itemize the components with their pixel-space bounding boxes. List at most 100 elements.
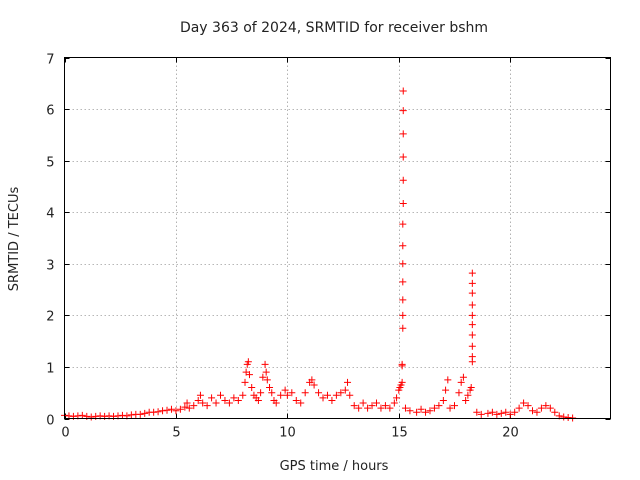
data-point bbox=[529, 407, 536, 415]
data-point bbox=[442, 386, 450, 394]
data-point bbox=[468, 269, 476, 277]
data-point bbox=[350, 402, 358, 410]
data-point bbox=[261, 360, 269, 368]
data-point bbox=[462, 396, 470, 404]
data-point bbox=[136, 410, 144, 418]
data-point bbox=[399, 242, 407, 250]
data-point bbox=[337, 389, 345, 397]
data-point bbox=[159, 407, 167, 415]
data-point bbox=[328, 396, 336, 404]
y-tick-label: 5 bbox=[46, 156, 54, 171]
data-point bbox=[468, 321, 476, 329]
data-point bbox=[199, 399, 207, 407]
data-point bbox=[127, 411, 135, 419]
data-point bbox=[399, 311, 407, 319]
data-point bbox=[524, 402, 532, 410]
data-point bbox=[297, 399, 305, 407]
data-point bbox=[468, 342, 476, 350]
data-point bbox=[444, 376, 452, 384]
data-point bbox=[399, 87, 407, 95]
data-point bbox=[203, 402, 211, 410]
y-tick-label: 1 bbox=[46, 362, 54, 377]
data-point bbox=[511, 408, 519, 416]
data-point bbox=[377, 404, 385, 412]
data-point bbox=[459, 373, 467, 381]
data-point bbox=[141, 409, 149, 417]
data-point bbox=[281, 386, 289, 394]
data-point bbox=[221, 396, 229, 404]
data-point bbox=[364, 404, 372, 412]
data-point bbox=[398, 378, 406, 386]
data-point bbox=[248, 384, 256, 392]
data-point bbox=[399, 153, 407, 161]
data-point bbox=[341, 386, 349, 394]
data-point bbox=[393, 394, 401, 402]
data-point bbox=[464, 391, 472, 399]
data-point bbox=[225, 399, 233, 407]
x-tick-label: 20 bbox=[502, 426, 519, 441]
data-point bbox=[257, 389, 265, 397]
data-point bbox=[241, 378, 249, 386]
y-tick-label: 7 bbox=[46, 53, 54, 68]
data-point bbox=[390, 399, 398, 407]
data-point bbox=[245, 371, 253, 379]
data-point bbox=[542, 402, 550, 410]
data-point bbox=[560, 413, 568, 421]
data-point bbox=[417, 405, 425, 413]
plot-frame bbox=[64, 57, 611, 419]
data-point bbox=[163, 406, 171, 414]
data-point bbox=[426, 407, 434, 415]
data-point bbox=[457, 378, 465, 386]
x-tick-label: 5 bbox=[172, 426, 180, 441]
grid-lines bbox=[64, 57, 611, 419]
data-point bbox=[176, 405, 184, 413]
data-point bbox=[488, 408, 496, 416]
data-point bbox=[259, 373, 267, 381]
data-point bbox=[546, 404, 554, 412]
data-point bbox=[373, 399, 380, 407]
data-point bbox=[401, 404, 409, 412]
data-point bbox=[468, 331, 476, 339]
data-point bbox=[332, 391, 340, 399]
data-point bbox=[150, 408, 158, 416]
data-point bbox=[344, 378, 352, 386]
data-point bbox=[399, 107, 407, 115]
data-point bbox=[277, 391, 285, 399]
data-point bbox=[78, 411, 86, 419]
data-point bbox=[398, 360, 406, 368]
chart-title: Day 363 of 2024, SRMTID for receiver bsh… bbox=[180, 20, 488, 36]
x-tick-label: 0 bbox=[61, 426, 69, 441]
data-point bbox=[288, 389, 296, 397]
data-point bbox=[399, 324, 407, 332]
data-point bbox=[506, 410, 514, 418]
data-point bbox=[346, 391, 354, 399]
data-point bbox=[468, 353, 476, 361]
data-point bbox=[484, 409, 492, 417]
data-point bbox=[468, 311, 476, 319]
data-point bbox=[355, 404, 363, 412]
x-tick-label: 15 bbox=[391, 426, 408, 441]
data-point bbox=[272, 399, 280, 407]
data-point bbox=[263, 376, 271, 384]
data-point bbox=[422, 408, 430, 416]
data-point bbox=[230, 394, 238, 402]
data-point bbox=[439, 396, 447, 404]
data-point bbox=[194, 396, 202, 404]
data-point bbox=[172, 407, 180, 415]
data-point bbox=[451, 402, 458, 410]
data-point bbox=[399, 220, 407, 228]
data-point bbox=[190, 402, 198, 410]
data-point bbox=[569, 414, 577, 422]
y-axis-label: SRMTID / TECUs bbox=[7, 187, 22, 292]
data-point bbox=[430, 404, 438, 412]
data-point bbox=[266, 384, 274, 392]
data-point bbox=[212, 399, 220, 407]
data-point bbox=[301, 389, 309, 397]
data-point bbox=[323, 391, 331, 399]
data-point bbox=[468, 289, 476, 297]
data-point bbox=[515, 404, 523, 412]
data-point bbox=[468, 279, 476, 287]
data-point bbox=[467, 384, 475, 392]
data-point bbox=[292, 396, 300, 404]
